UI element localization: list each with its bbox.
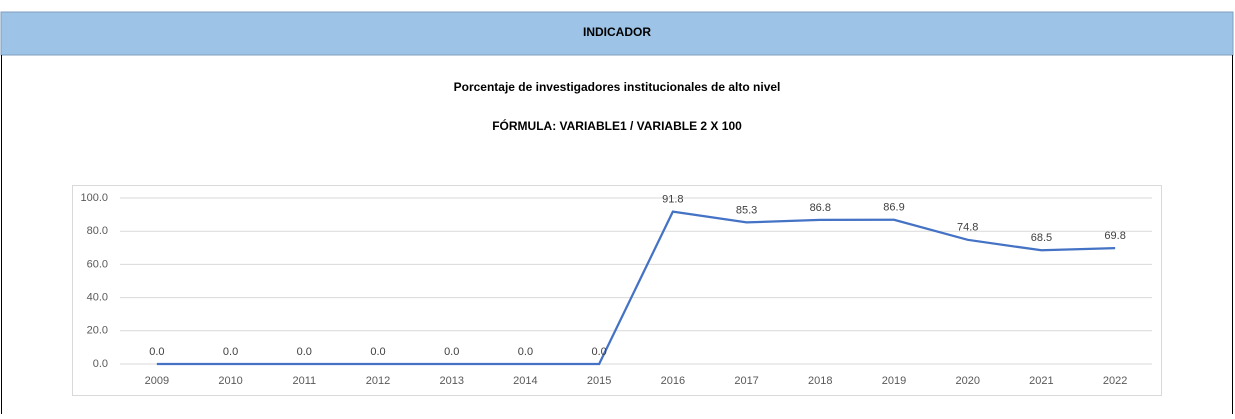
x-tick-label: 2019 xyxy=(882,375,906,387)
x-tick-label: 2011 xyxy=(292,375,316,387)
y-tick-label: 100.0 xyxy=(80,192,108,204)
y-tick-label: 20.0 xyxy=(87,325,108,337)
x-tick-label: 2012 xyxy=(366,375,390,387)
x-tick-label: 2018 xyxy=(808,375,832,387)
y-tick-label: 80.0 xyxy=(87,225,108,237)
y-tick-label: 60.0 xyxy=(87,258,108,270)
header-band xyxy=(0,11,1234,56)
data-line xyxy=(156,210,1116,366)
x-tick-label: 2009 xyxy=(145,375,169,387)
data-label: 0.0 xyxy=(518,346,533,358)
x-tick-label: 2022 xyxy=(1103,375,1127,387)
data-label: 86.8 xyxy=(810,202,831,214)
x-tick-label: 2016 xyxy=(661,375,685,387)
x-tick-label: 2014 xyxy=(513,375,537,387)
x-tick-label: 2020 xyxy=(955,375,979,387)
x-tick-label: 2010 xyxy=(218,375,242,387)
chart-frame xyxy=(72,185,1162,396)
header: INDICADOR xyxy=(583,25,651,39)
data-label: 0.0 xyxy=(223,346,238,358)
data-label: 91.8 xyxy=(662,194,683,206)
data-label: 74.8 xyxy=(957,222,978,234)
chart-title: Porcentaje de investigadores institucion… xyxy=(454,80,781,94)
data-label: 0.0 xyxy=(444,346,459,358)
x-tick-label: 2015 xyxy=(587,375,611,387)
data-label: 69.8 xyxy=(1104,230,1125,242)
data-label: 85.3 xyxy=(736,204,757,216)
data-label: 0.0 xyxy=(370,346,385,358)
data-label: 0.0 xyxy=(591,346,606,358)
x-tick-label: 2021 xyxy=(1029,375,1053,387)
x-tick-label: 2013 xyxy=(439,375,463,387)
data-label: 0.0 xyxy=(149,346,164,358)
x-tick-label: 2017 xyxy=(734,375,758,387)
y-tick-label: 0.0 xyxy=(93,358,108,370)
data-label: 86.9 xyxy=(883,202,904,214)
chart-subtitle: FÓRMULA: VARIABLE1 / VARIABLE 2 X 100 xyxy=(492,118,742,133)
y-tick-label: 40.0 xyxy=(87,292,108,304)
data-label: 0.0 xyxy=(297,346,312,358)
data-label: 68.5 xyxy=(1031,232,1052,244)
